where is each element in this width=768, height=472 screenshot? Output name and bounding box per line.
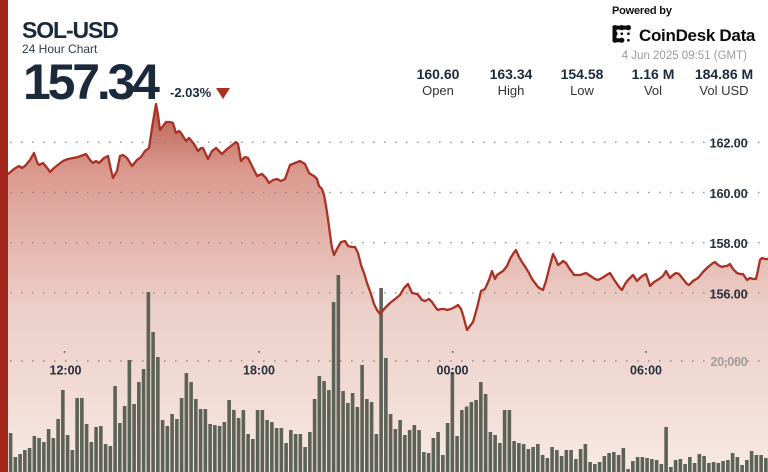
svg-text:00:00: 00:00	[437, 364, 469, 378]
svg-text:156.00: 156.00	[710, 286, 748, 301]
svg-text:162.00: 162.00	[710, 136, 748, 151]
svg-text:CoinDesk Data: CoinDesk Data	[639, 26, 756, 45]
svg-text:06:00: 06:00	[630, 364, 662, 378]
svg-text:160.00: 160.00	[710, 186, 748, 201]
svg-text:20,000: 20,000	[710, 355, 747, 369]
svg-text:12:00: 12:00	[50, 364, 82, 378]
svg-text:18:00: 18:00	[243, 364, 275, 378]
svg-text:158.00: 158.00	[710, 236, 748, 251]
